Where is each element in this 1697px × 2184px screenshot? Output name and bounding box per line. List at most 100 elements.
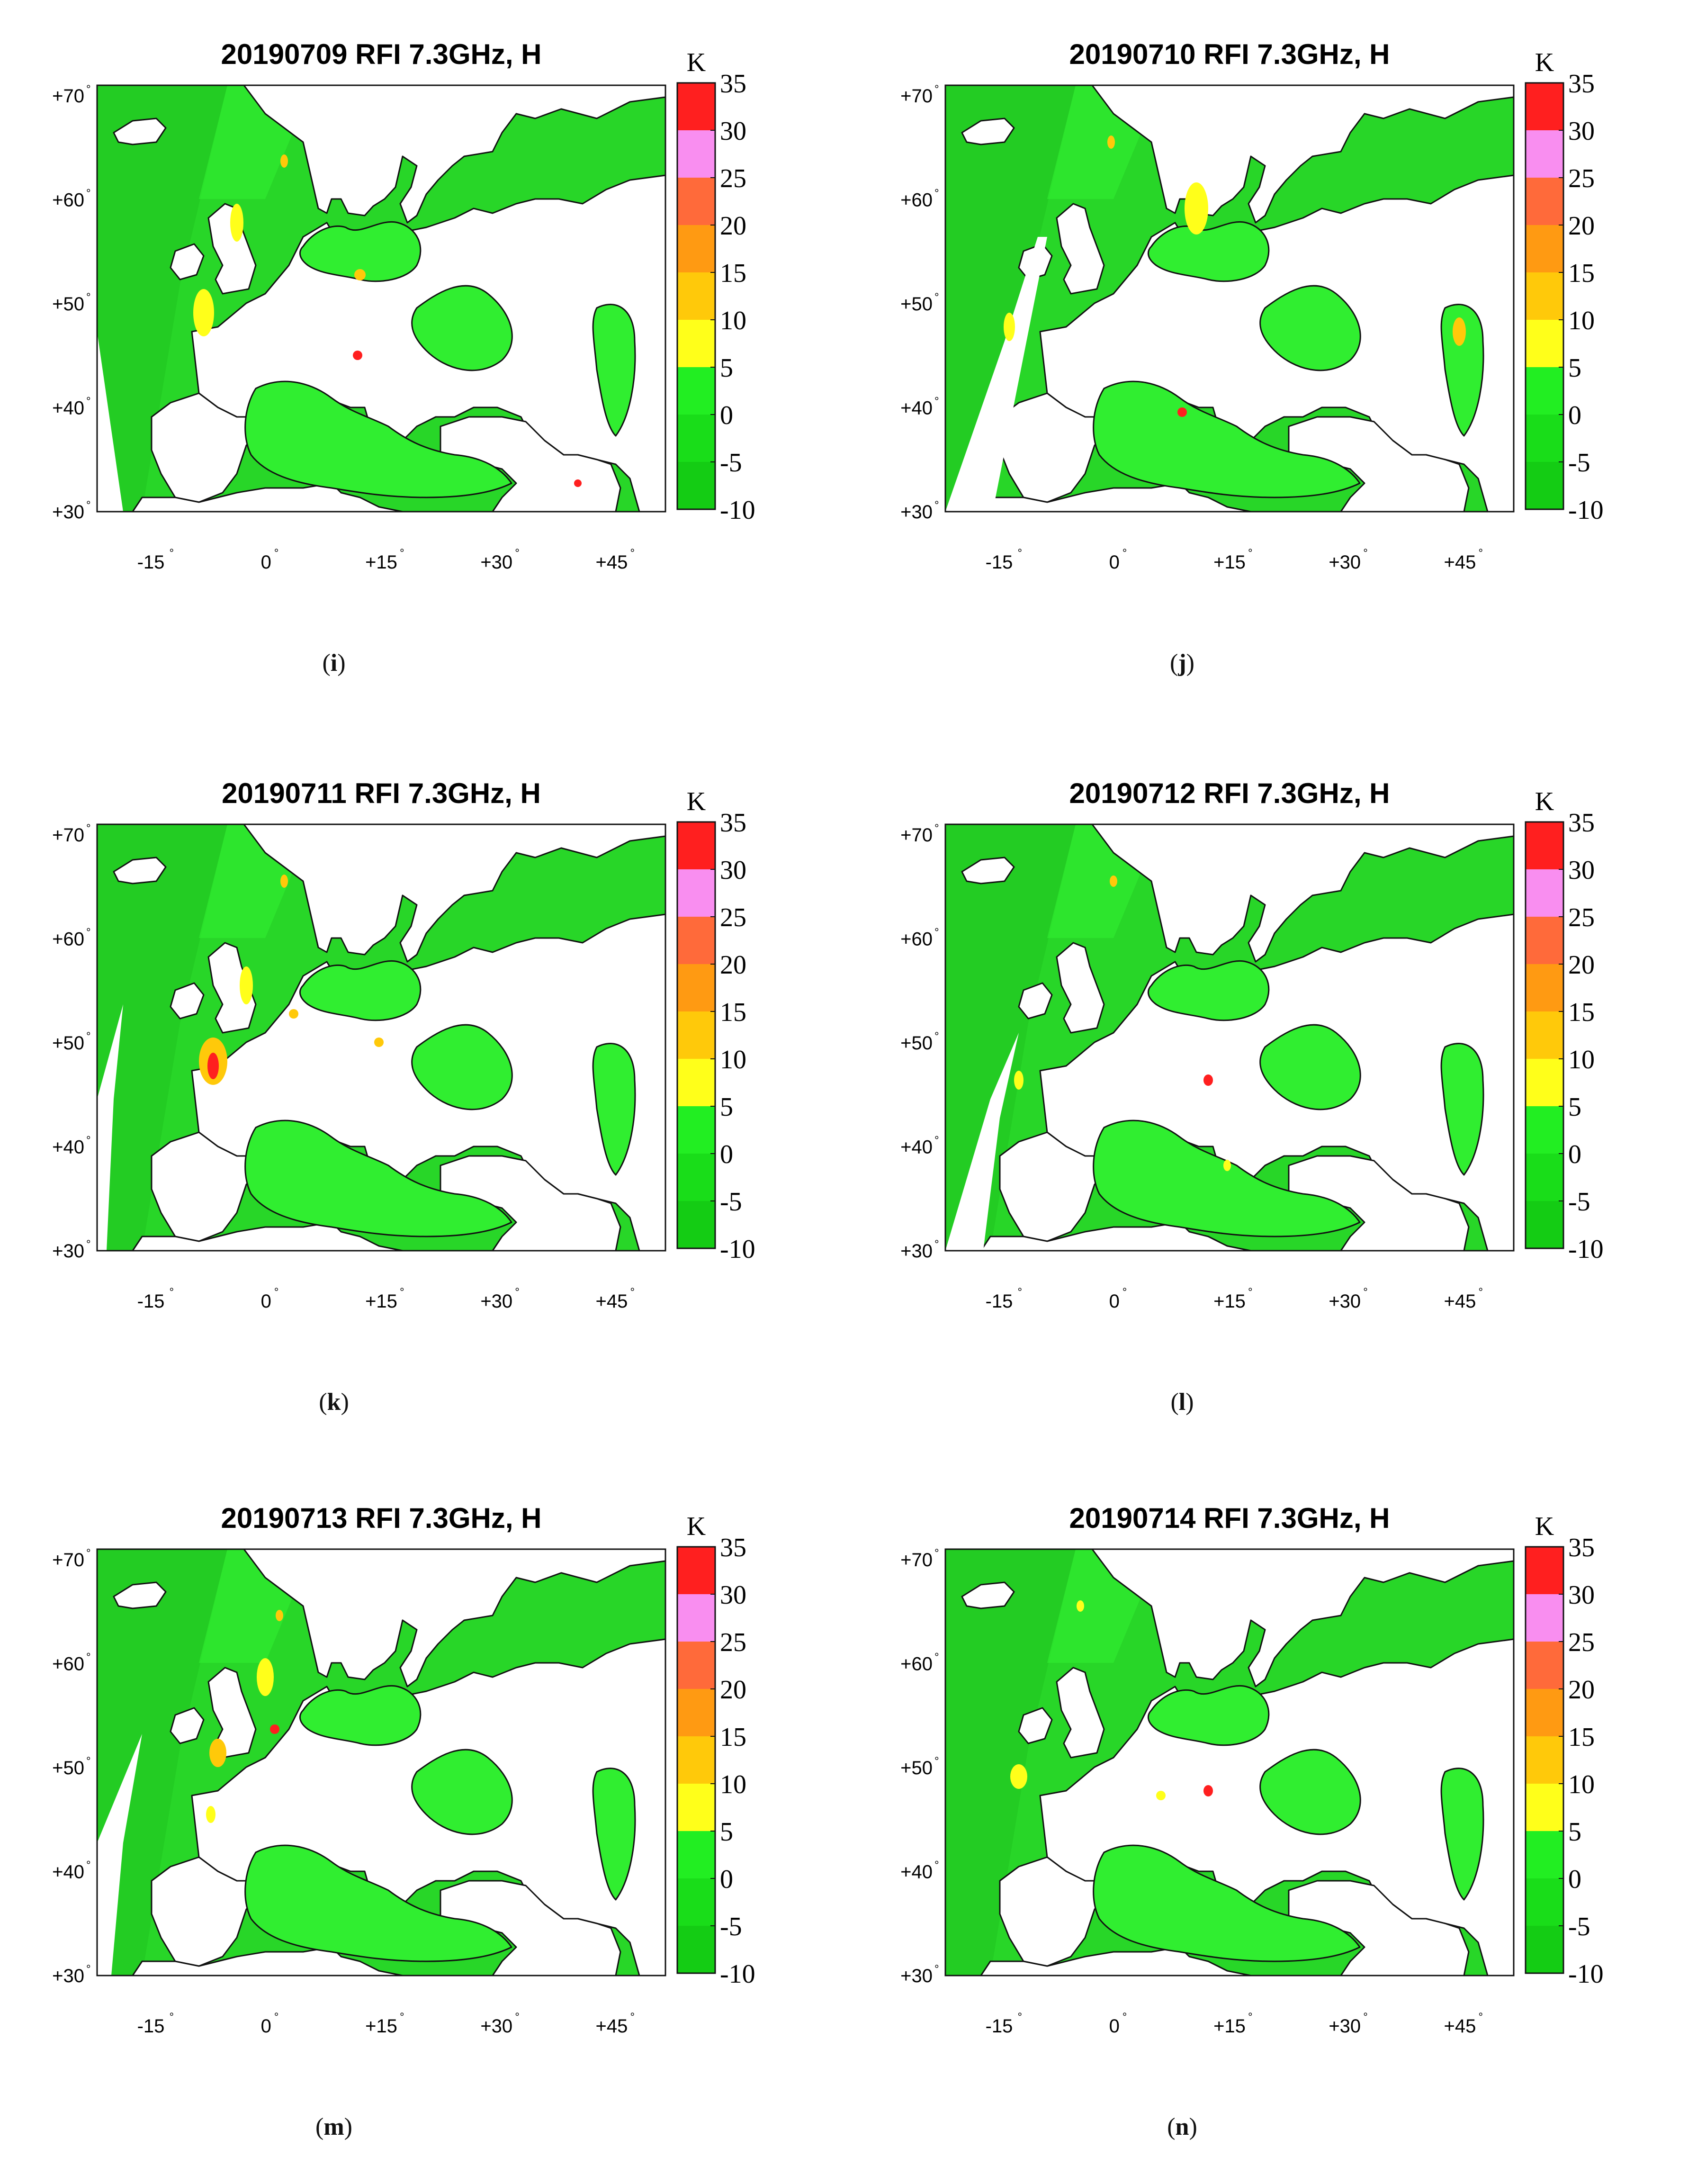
land-polygon [1018, 982, 1053, 1020]
y-axis-ticks: +70 °+60 °+50 °+40 °+30 ° [900, 83, 939, 523]
colorbar-unit: K [1535, 48, 1554, 77]
degree-symbol: ° [1122, 2011, 1127, 2023]
x-tick-label: 0 [1109, 2016, 1120, 2037]
colorbar-label: -10 [1568, 1959, 1604, 1989]
colorbar-label: 15 [1568, 259, 1595, 288]
y-tick-label: +50 [900, 1033, 933, 1054]
rfi-hotspots [193, 154, 582, 487]
degree-symbol: ° [934, 1547, 939, 1560]
degree-symbol: ° [86, 1859, 91, 1871]
degree-symbol: ° [86, 1030, 91, 1043]
panel-caption: (m) [315, 2113, 352, 2140]
colorbar-bin [677, 1736, 715, 1784]
degree-symbol: ° [1122, 1286, 1127, 1299]
inland-sea [592, 304, 636, 437]
degree-symbol: ° [515, 1286, 520, 1299]
rfi-hotspot [1185, 182, 1208, 235]
colorbar-label: 30 [1568, 856, 1595, 885]
land-polygon [170, 982, 205, 1020]
y-axis-ticks: +70 °+60 °+50 °+40 °+30 ° [52, 1547, 90, 1986]
inland-sea [1147, 960, 1270, 1021]
y-tick-label: +70 [52, 825, 84, 846]
degree-symbol: ° [934, 1755, 939, 1768]
inland-sea [1440, 1768, 1484, 1901]
colorbar-unit: K [687, 787, 706, 816]
x-tick-label: +15 [365, 2016, 397, 2037]
degree-symbol: ° [86, 1963, 91, 1976]
colorbar-label: 20 [1568, 1675, 1595, 1705]
colorbar-bin [1526, 1547, 1563, 1594]
map-panel-j: 20190710 RFI 7.3GHz, H +70 ° +60 ° +50 ° +40 ° +… [848, 0, 1697, 720]
x-tick-label: +15 [1213, 552, 1246, 573]
colorbar-bin [677, 83, 715, 130]
x-tick-label: +45 [596, 1291, 628, 1312]
map-frame [96, 823, 666, 1252]
y-tick-label: +30 [52, 1241, 84, 1262]
rfi-hotspot [209, 1739, 226, 1767]
x-axis-ticks: -15 ° 0 ° +15 ° +30 ° +45 ° [137, 547, 635, 573]
land-polygon [1056, 942, 1105, 1034]
colorbar-unit: K [1535, 787, 1554, 816]
degree-symbol: ° [400, 547, 404, 560]
ocean-shade [97, 1549, 227, 1976]
map-plot [96, 84, 666, 513]
panel-caption-letter: k [327, 1389, 341, 1416]
degree-symbol: ° [934, 1030, 939, 1043]
y-tick-label: +60 [900, 190, 933, 210]
land-masses [945, 823, 1515, 1252]
map-panel-n: 20190714 RFI 7.3GHz, H +70 ° +60 ° +50 ° +40 ° +… [848, 1464, 1697, 2184]
colorbar-frame [676, 1546, 716, 1974]
y-axis-ticks: +70 °+60 °+50 °+40 °+30 ° [52, 83, 90, 523]
degree-symbol: ° [1363, 547, 1368, 560]
y-tick-label: +40 [900, 1137, 933, 1157]
colorbar-bin [1526, 178, 1563, 225]
colorbar-frame [1525, 1546, 1564, 1974]
no-data-swath [97, 1734, 142, 1976]
rfi-hotspots [206, 1610, 283, 1823]
colorbar-bin [677, 272, 715, 320]
land-polygon [170, 243, 205, 280]
inland-sea [299, 221, 422, 282]
x-tick-label: +45 [596, 552, 628, 573]
colorbar-label: 20 [1568, 211, 1595, 241]
degree-symbol: ° [86, 83, 91, 96]
colorbar-bin [1526, 272, 1563, 320]
colorbar-label: 10 [1568, 1045, 1595, 1074]
degree-symbol: ° [1248, 547, 1253, 560]
inland-sea [592, 1768, 636, 1901]
rfi-hotspot [1223, 1160, 1231, 1171]
colorbar-bin [1526, 1154, 1563, 1201]
degree-symbol: ° [934, 1238, 939, 1251]
colorbar-label: -10 [1568, 496, 1604, 525]
rfi-hotspot [270, 1724, 279, 1734]
colorbar-label: 5 [720, 353, 733, 383]
land-polygon [980, 1946, 1252, 1976]
rfi-hotspot [1453, 317, 1466, 346]
degree-symbol: ° [934, 1134, 939, 1146]
degree-symbol: ° [934, 395, 939, 407]
rfi-hotspots [1014, 875, 1231, 1171]
colorbar-label: 5 [720, 1817, 733, 1847]
rfi-hotspot [574, 479, 582, 487]
y-tick-label: +30 [900, 1241, 933, 1262]
colorbar-label: 10 [1568, 1770, 1595, 1799]
x-tick-label: +30 [1329, 552, 1361, 573]
colorbar-bin [677, 1011, 715, 1059]
rfi-hotspot [280, 875, 288, 888]
ocean-shade [945, 1549, 1076, 1976]
inland-sea [244, 1119, 512, 1237]
y-tick-label: +30 [900, 502, 933, 523]
land-polygon [113, 117, 167, 145]
panel-caption-letter: m [323, 2113, 344, 2140]
rfi-hotspot [1107, 135, 1115, 149]
degree-symbol: ° [274, 1286, 279, 1299]
x-axis-ticks: -15 ° 0 ° +15 ° +30 ° +45 ° [986, 547, 1483, 573]
rfi-hotspot [193, 289, 214, 336]
rfi-hotspots [1004, 135, 1466, 417]
degree-symbol: ° [1018, 1286, 1023, 1299]
rfi-hotspot [280, 154, 288, 168]
colorbar-bin [1526, 225, 1563, 272]
rfi-hotspot [206, 1806, 215, 1823]
rfi-hotspot [230, 204, 243, 242]
map-frame [96, 1548, 666, 1976]
